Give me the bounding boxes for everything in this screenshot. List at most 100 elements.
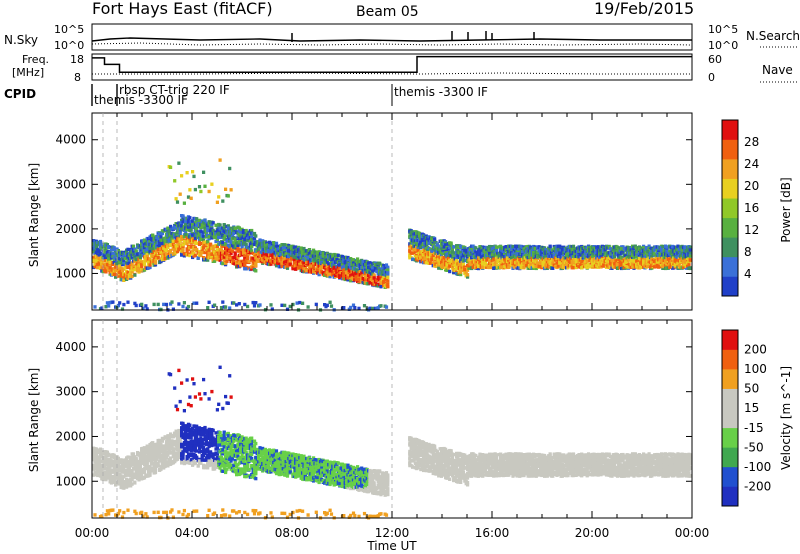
scatter-cell: [237, 237, 241, 241]
scatter-cell: [159, 259, 163, 264]
scatter-cell: [232, 231, 236, 236]
scatter-cell: [199, 253, 203, 258]
scatter-cell: [446, 254, 450, 259]
scatter-cell: [312, 264, 316, 268]
scatter-cell: [339, 268, 343, 272]
scatter-cell: [186, 195, 191, 199]
nave-tick-bottom: 0: [708, 71, 715, 84]
scatter-cell: [112, 260, 116, 265]
scatter-cell: [221, 242, 225, 246]
scatter-cell: [210, 225, 214, 229]
scatter-cell: [222, 226, 226, 230]
scatter-cell: [250, 235, 254, 239]
scatter-cell: [435, 255, 439, 259]
scatter-cell: [182, 254, 186, 258]
scatter-cell: [448, 269, 452, 274]
scatter-cell: [239, 230, 243, 234]
cpid-label: CPID: [4, 87, 36, 101]
scatter-cell: [229, 226, 233, 230]
scatter-cell: [224, 261, 228, 265]
scatter-cell: [285, 307, 290, 311]
scatter-cell: [244, 260, 248, 264]
scatter-cell: [98, 239, 103, 244]
scatter-cell: [349, 279, 353, 283]
scatter-cell: [103, 256, 107, 260]
scatter-cell: [323, 303, 327, 307]
scatter-cell: [246, 239, 250, 243]
scatter-cell: [269, 303, 273, 307]
scatter-cell: [118, 260, 122, 264]
scatter-cell: [362, 304, 367, 308]
scatter-cell: [408, 254, 412, 258]
scatter-cell: [138, 255, 142, 260]
nsearch-tick-bottom: 10^0: [708, 39, 738, 52]
scatter-cell: [433, 237, 437, 242]
scatter-cell: [206, 306, 210, 310]
scatter-cell: [160, 242, 164, 246]
nsky-tick-bottom: 10^0: [54, 39, 84, 52]
scatter-cell: [153, 259, 158, 263]
scatter-cell: [342, 275, 346, 280]
scatter-cell: [336, 253, 340, 258]
scatter-cell: [202, 238, 206, 242]
scatter-cell: [229, 251, 233, 255]
scatter-cell: [122, 302, 126, 307]
scatter-cell: [232, 255, 236, 260]
scatter-cell: [551, 266, 555, 270]
scatter-cell: [203, 184, 207, 188]
scatter-cell: [351, 303, 356, 307]
scatter-cell: [494, 245, 499, 249]
scatter-cell: [384, 305, 389, 309]
scatter-cell: [203, 244, 207, 248]
scatter-cell: [207, 236, 211, 241]
scatter-cell: [224, 234, 228, 238]
scatter-cell: [368, 261, 372, 265]
scatter-cell: [295, 301, 299, 305]
scatter-cell: [221, 240, 225, 244]
scatter-cell: [104, 305, 108, 309]
scatter-cell: [430, 257, 434, 262]
scatter-cell: [114, 275, 118, 279]
scatter-cell: [461, 254, 466, 258]
scatter-cell: [207, 248, 211, 252]
scatter-cell: [493, 261, 497, 265]
scatter-cell: [142, 239, 147, 244]
scatter-cell: [180, 174, 184, 178]
scatter-cell: [96, 259, 100, 263]
scatter-cell: [570, 262, 574, 266]
scatter-cell: [250, 249, 254, 253]
scatter-cell: [386, 279, 390, 283]
scatter-cell: [120, 274, 125, 279]
scatter-cell: [224, 187, 228, 191]
scatter-cell: [188, 188, 192, 192]
scatter-cell: [468, 261, 472, 266]
scatter-cell: [213, 303, 217, 307]
scatter-cell: [96, 265, 100, 270]
scatter-cell: [97, 247, 101, 251]
scatter-cell: [178, 231, 182, 235]
scatter-cell: [233, 237, 237, 241]
scatter-cell: [417, 231, 422, 236]
scatter-cell: [186, 304, 191, 309]
scatter-cell: [274, 264, 279, 268]
scatter-cell: [237, 226, 241, 230]
scatter-cell: [573, 252, 577, 256]
scatter-cell: [483, 261, 488, 265]
scatter-cell: [197, 218, 202, 223]
scatter-cell: [185, 250, 189, 255]
scatter-cell: [342, 306, 346, 310]
nsearch-label: N.Search: [746, 29, 800, 43]
cpid-segment-1: rbsp CT-trig 220 IF: [119, 83, 230, 97]
scatter-cell: [386, 275, 390, 279]
scatter-cell: [251, 265, 255, 270]
scatter-cell: [291, 302, 295, 307]
scatter-cell: [317, 272, 321, 277]
scatter-cell: [477, 264, 481, 269]
scatter-cell: [422, 245, 426, 249]
scatter-cell: [384, 263, 389, 267]
scatter-cell: [372, 273, 376, 277]
scatter-cell: [195, 247, 199, 252]
scatter-cell: [379, 285, 383, 289]
scatter-cell: [114, 272, 118, 277]
scatter-cell: [151, 233, 155, 237]
